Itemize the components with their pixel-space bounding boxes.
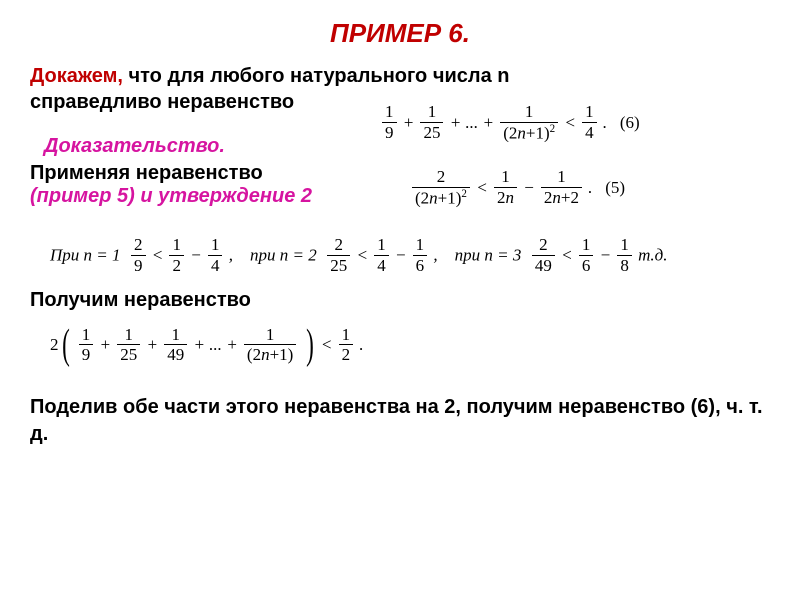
- apply-line2: (пример 5) и утверждение 2: [30, 185, 370, 208]
- eq6-tag: (6): [620, 113, 640, 132]
- conclusion-text: Поделив обе части этого неравенства на 2…: [30, 394, 770, 448]
- apply-text: Применяя неравенство (пример 5) и утверж…: [30, 162, 370, 208]
- cases-tail: m.д.: [638, 246, 667, 265]
- apply-line1: Применяя неравенство: [30, 162, 370, 185]
- get-inequality-label: Получим неравенство: [30, 289, 770, 312]
- example-title: ПРИМЕР 6.: [30, 18, 770, 49]
- eq5-tag: (5): [605, 178, 625, 197]
- sum-equation: 2( 19 + 125 + 149 + ... + 1(2n+1) ) < 12…: [50, 324, 770, 366]
- intro-leading-word: Докажем,: [30, 65, 123, 87]
- case2-label: nри n = 2: [250, 246, 317, 265]
- equation-6: 19 + 125 + ... + 1(2n+1)2 < 14 . (6): [380, 103, 640, 143]
- case1-label: При n = 1: [50, 246, 121, 265]
- apply-ref: (пример 5) и утверждение 2: [30, 185, 312, 207]
- cases-line: При n = 1 29 < 12 − 14 , nри n = 2 225 <…: [50, 236, 770, 275]
- case3-label: nри n = 3: [455, 246, 522, 265]
- equation-5: 2(2n+1)2 < 12n − 12n+2 . (5): [410, 168, 625, 208]
